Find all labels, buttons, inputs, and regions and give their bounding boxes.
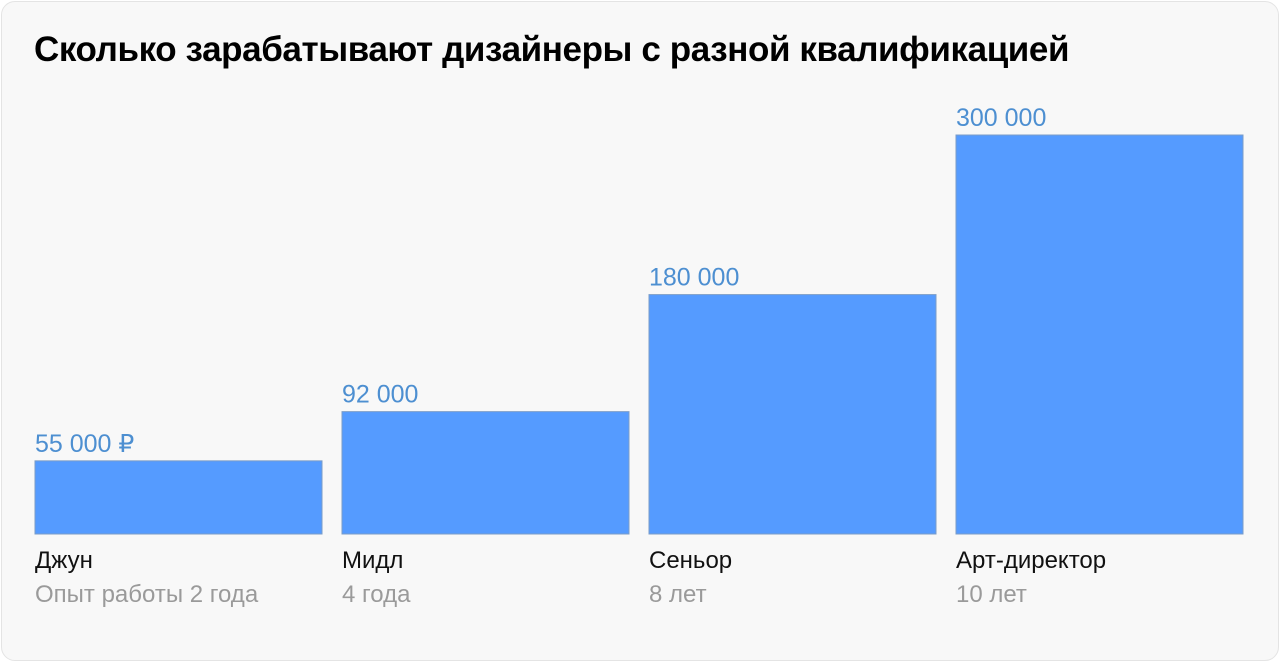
category-label: Мидл	[342, 547, 404, 574]
bar-4	[955, 134, 1244, 535]
category-label: Арт-директор	[956, 547, 1107, 574]
bar-value-label: 92 000	[342, 381, 418, 409]
category-experience-label: 8 лет	[649, 581, 707, 608]
bar-3	[648, 294, 937, 535]
bar-2	[341, 411, 630, 535]
category-experience-label: 4 года	[342, 581, 411, 608]
bar-1	[34, 460, 323, 535]
chart-title: Сколько зарабатывают дизайнеры с разной …	[34, 30, 1070, 69]
bar-value-label: 55 000 ₽	[35, 430, 134, 458]
category-label: Сеньор	[649, 547, 733, 574]
bar-value-label: 300 000	[956, 104, 1046, 132]
category-experience-label: Опыт работы 2 года	[35, 581, 259, 608]
category-label: Джун	[35, 547, 93, 574]
bar-value-label: 180 000	[649, 264, 739, 292]
category-experience-label: 10 лет	[956, 581, 1027, 608]
